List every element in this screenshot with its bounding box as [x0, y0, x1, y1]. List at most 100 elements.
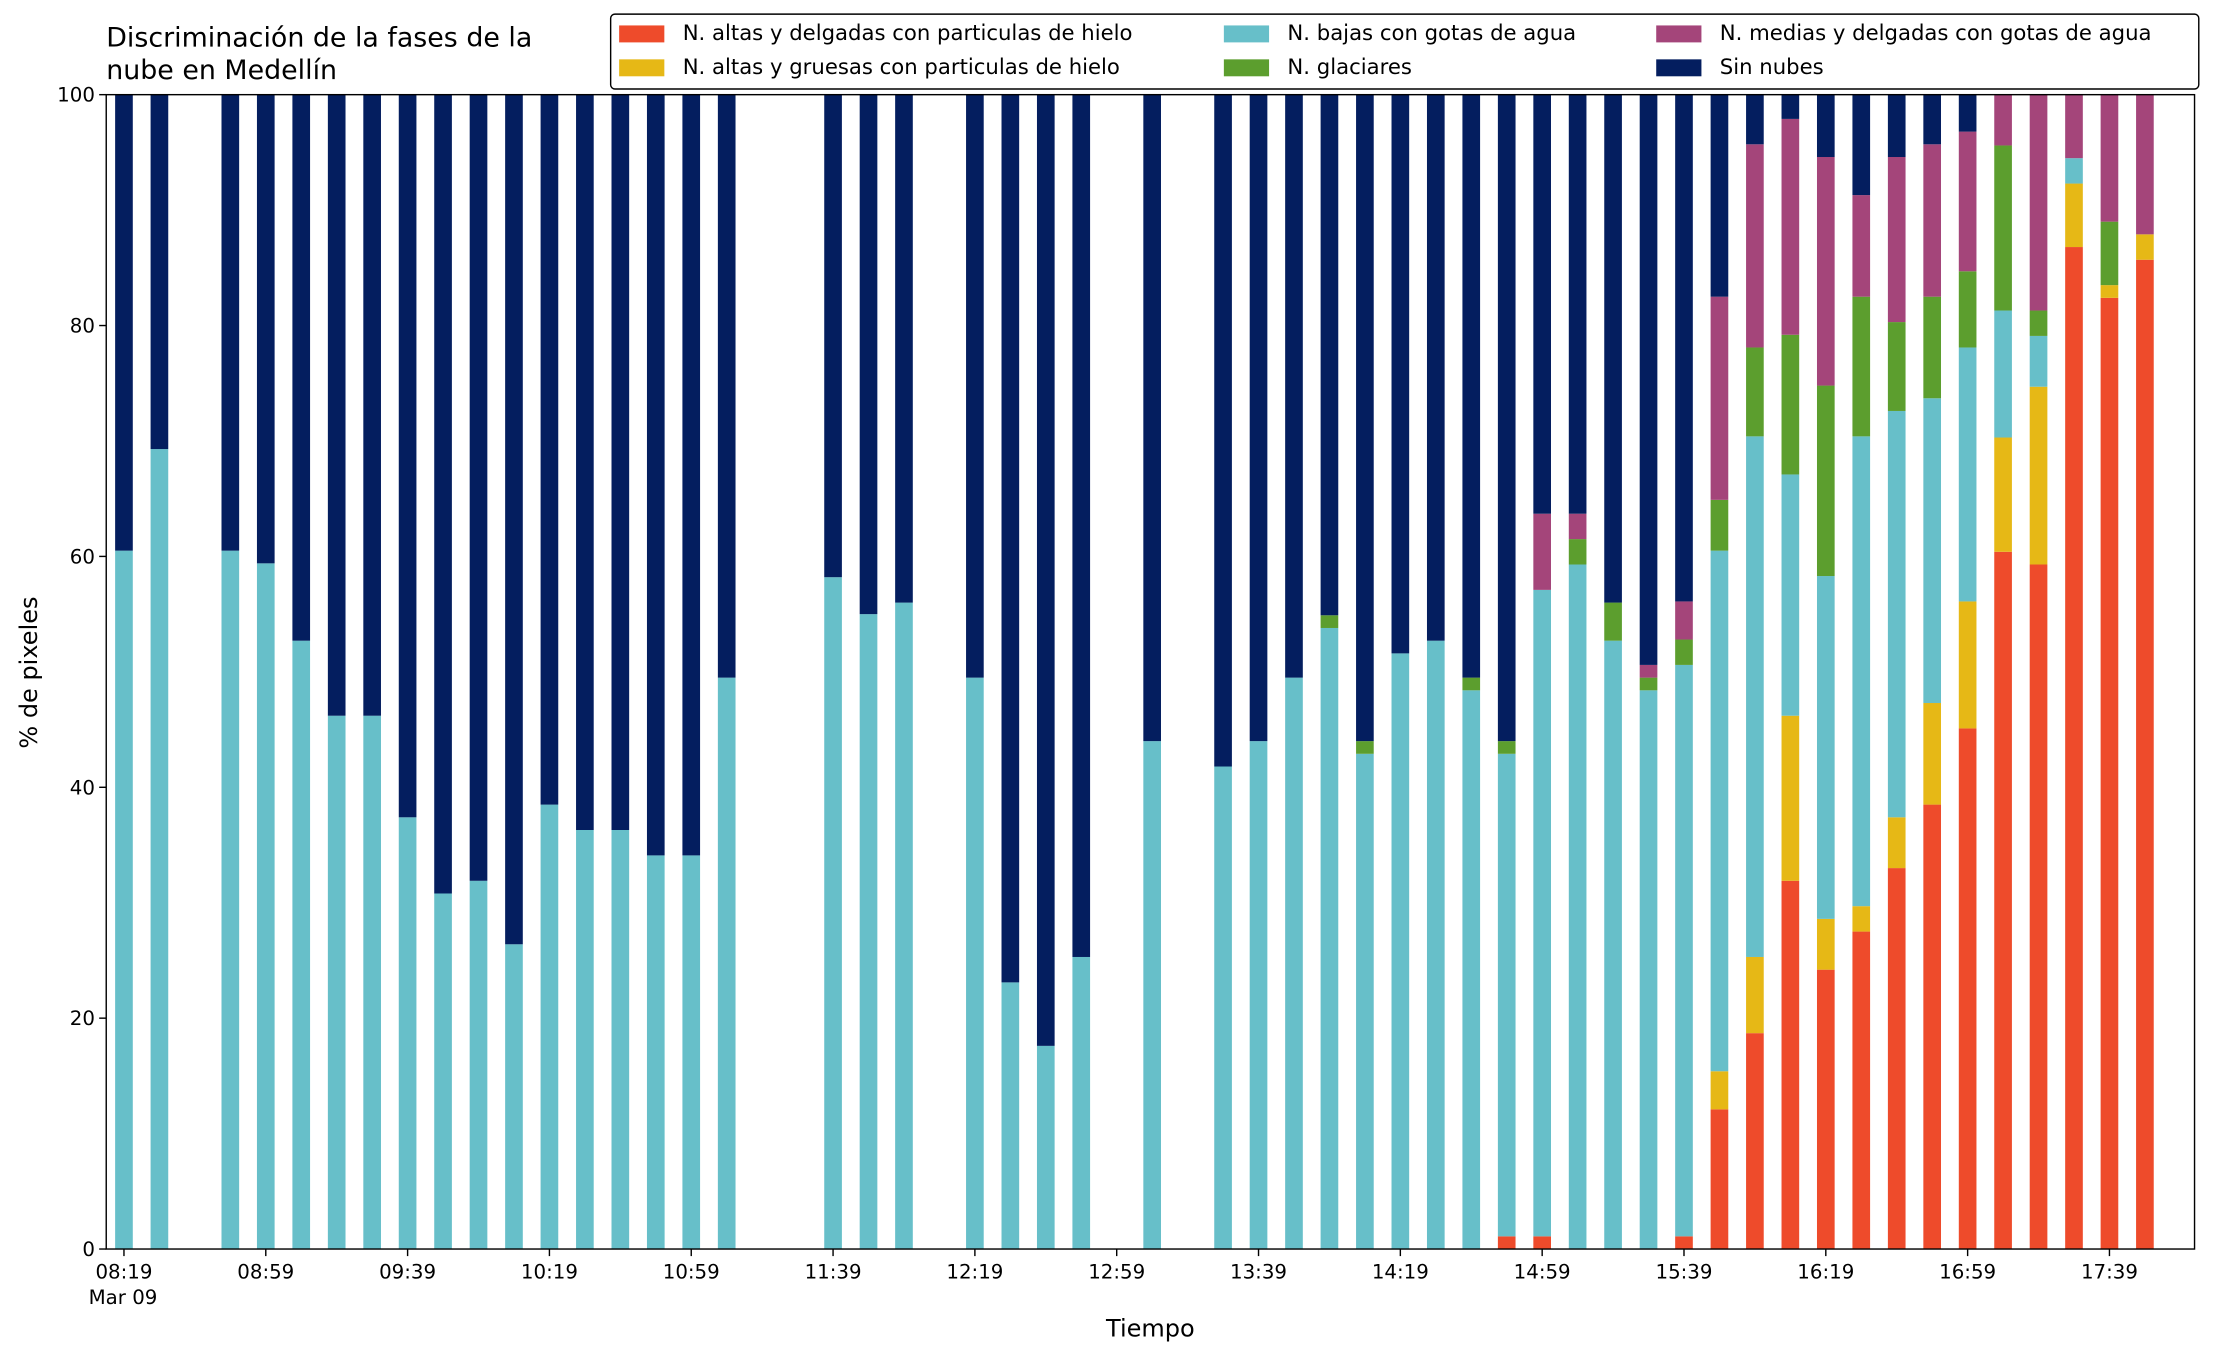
bar-segment — [221, 550, 240, 1250]
bar-segment — [1710, 550, 1729, 1072]
x-tick-label: 08:19 — [95, 1261, 152, 1284]
bar-segment — [1391, 653, 1410, 1250]
bar-segment — [1852, 931, 1871, 1250]
bar-segment — [1816, 969, 1835, 1250]
bar-segment — [1249, 741, 1268, 1250]
bar-segment — [115, 550, 133, 1250]
bar-segment — [1816, 385, 1835, 577]
bar-segment — [1675, 601, 1693, 640]
bar-segment — [1533, 1236, 1551, 1250]
bar-segment — [646, 855, 665, 1250]
bar-segment — [1852, 906, 1871, 932]
bar-segment — [1604, 640, 1622, 1250]
bar-segment — [1072, 956, 1091, 1250]
bar-segment — [2136, 94, 2154, 235]
chart-title: Discriminación de la fases de la nube en… — [106, 22, 533, 87]
bar-segment — [1746, 144, 1764, 348]
y-axis-label: % de pixeles — [15, 596, 43, 748]
bar-segment — [1497, 1236, 1516, 1250]
bar-segment — [1249, 94, 1268, 742]
bar-segment — [1356, 741, 1374, 754]
bar-segment — [1852, 296, 1871, 437]
bar-segment — [1320, 94, 1339, 616]
bar-segment — [1568, 564, 1587, 1250]
bar-segment — [1994, 551, 2012, 1250]
bar-segment — [611, 94, 630, 830]
x-axis-label: Tiempo — [1105, 1315, 1195, 1343]
legend-swatch — [1223, 25, 1270, 43]
legend-label: Sin nubes — [1720, 54, 1824, 79]
bar-segment — [824, 577, 842, 1250]
bar-segment — [2136, 234, 2154, 260]
bar-segment — [1533, 513, 1551, 590]
bar-segment — [1391, 94, 1410, 654]
bar-segment — [682, 94, 701, 856]
bar-segment — [1781, 94, 1800, 119]
bar-segment — [1639, 690, 1658, 1250]
bar-segment — [1994, 437, 2012, 552]
bar-segment — [2065, 247, 2083, 1250]
bar-segment — [859, 614, 878, 1250]
bar-segment — [1887, 94, 1906, 158]
bar-segment — [469, 880, 488, 1250]
bar-segment — [469, 94, 488, 881]
bar-segment — [1320, 615, 1339, 628]
bar-segment — [2065, 94, 2083, 159]
plot-frame — [105, 93, 2196, 1250]
bar-segment — [1710, 94, 1729, 297]
legend-label: N. medias y delgadas con gotas de agua — [1720, 20, 2152, 45]
bar-segment — [1923, 703, 1942, 805]
bar-segment — [540, 804, 559, 1250]
bar-segment — [1816, 576, 1835, 919]
x-tick-label: 15:39 — [1656, 1261, 1713, 1284]
bar-segment — [1639, 664, 1658, 678]
x-tick-label: 16:19 — [1797, 1261, 1854, 1284]
bar-segment — [1923, 144, 1942, 297]
bar-segment — [1356, 753, 1374, 1250]
bar-segment — [1426, 94, 1445, 641]
bar-segment — [1462, 690, 1481, 1250]
bar-segment — [717, 677, 736, 1250]
bar-segment — [1781, 715, 1800, 881]
bar-segment — [895, 602, 913, 1250]
bar-segment — [2065, 158, 2083, 184]
bar-segment — [1781, 334, 1800, 475]
bar-segment — [1781, 118, 1800, 335]
legend-swatch — [1223, 59, 1270, 77]
bar-segment — [540, 94, 559, 805]
y-tick-label: 60 — [70, 545, 95, 568]
bar-segment — [1356, 94, 1374, 742]
bar-segment — [1285, 677, 1303, 1250]
legend-label: N. altas y gruesas con particulas de hie… — [683, 54, 1120, 79]
bar-segment — [115, 94, 133, 551]
bar-segment — [1958, 271, 1977, 348]
bar-segment — [576, 829, 594, 1250]
bar-segment — [2029, 386, 2048, 565]
legend-swatch — [1656, 59, 1702, 77]
title-box: Discriminación de la fases de la nube en… — [106, 22, 533, 87]
bar-segment — [1746, 436, 1764, 957]
bar-segment — [1994, 145, 2012, 311]
bar-segment — [434, 94, 452, 894]
legend-swatch — [619, 59, 665, 77]
bar-segment — [1958, 728, 1977, 1250]
y-tick-label: 40 — [70, 776, 95, 799]
x-tick-label: 13:39 — [1230, 1261, 1287, 1284]
bar-segment — [2100, 285, 2119, 298]
bar-segment — [1958, 94, 1977, 132]
bar-segment — [221, 94, 240, 551]
bar-segment — [2029, 564, 2048, 1250]
bar-segment — [1816, 157, 1835, 386]
bar-segment — [1497, 753, 1516, 1237]
bar-segment — [1462, 677, 1481, 691]
bar-segment — [505, 944, 523, 1250]
bar-segment — [363, 715, 381, 1250]
bar-segment — [611, 829, 630, 1250]
bar-segment — [1958, 347, 1977, 602]
bar-segment — [966, 677, 984, 1250]
bar-segment — [1072, 94, 1091, 957]
bar-segment — [363, 94, 381, 716]
bar-segment — [1036, 1045, 1055, 1250]
bar-segment — [646, 94, 665, 856]
